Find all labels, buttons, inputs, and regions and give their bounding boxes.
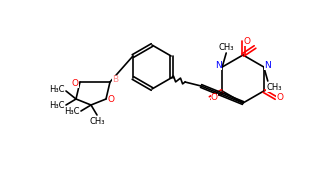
Text: N: N <box>264 60 271 70</box>
Text: H₃C: H₃C <box>49 86 65 94</box>
Text: N: N <box>215 60 222 70</box>
Text: H₃C: H₃C <box>49 100 65 110</box>
Text: O: O <box>108 96 114 104</box>
Text: O: O <box>276 94 283 102</box>
Text: B: B <box>112 76 118 84</box>
Text: CH₃: CH₃ <box>266 82 281 92</box>
Text: H₃C: H₃C <box>64 106 80 116</box>
Text: O: O <box>211 94 218 102</box>
Text: CH₃: CH₃ <box>218 43 234 52</box>
Text: O: O <box>72 78 78 88</box>
Text: O: O <box>244 37 250 46</box>
Text: CH₃: CH₃ <box>89 116 105 126</box>
